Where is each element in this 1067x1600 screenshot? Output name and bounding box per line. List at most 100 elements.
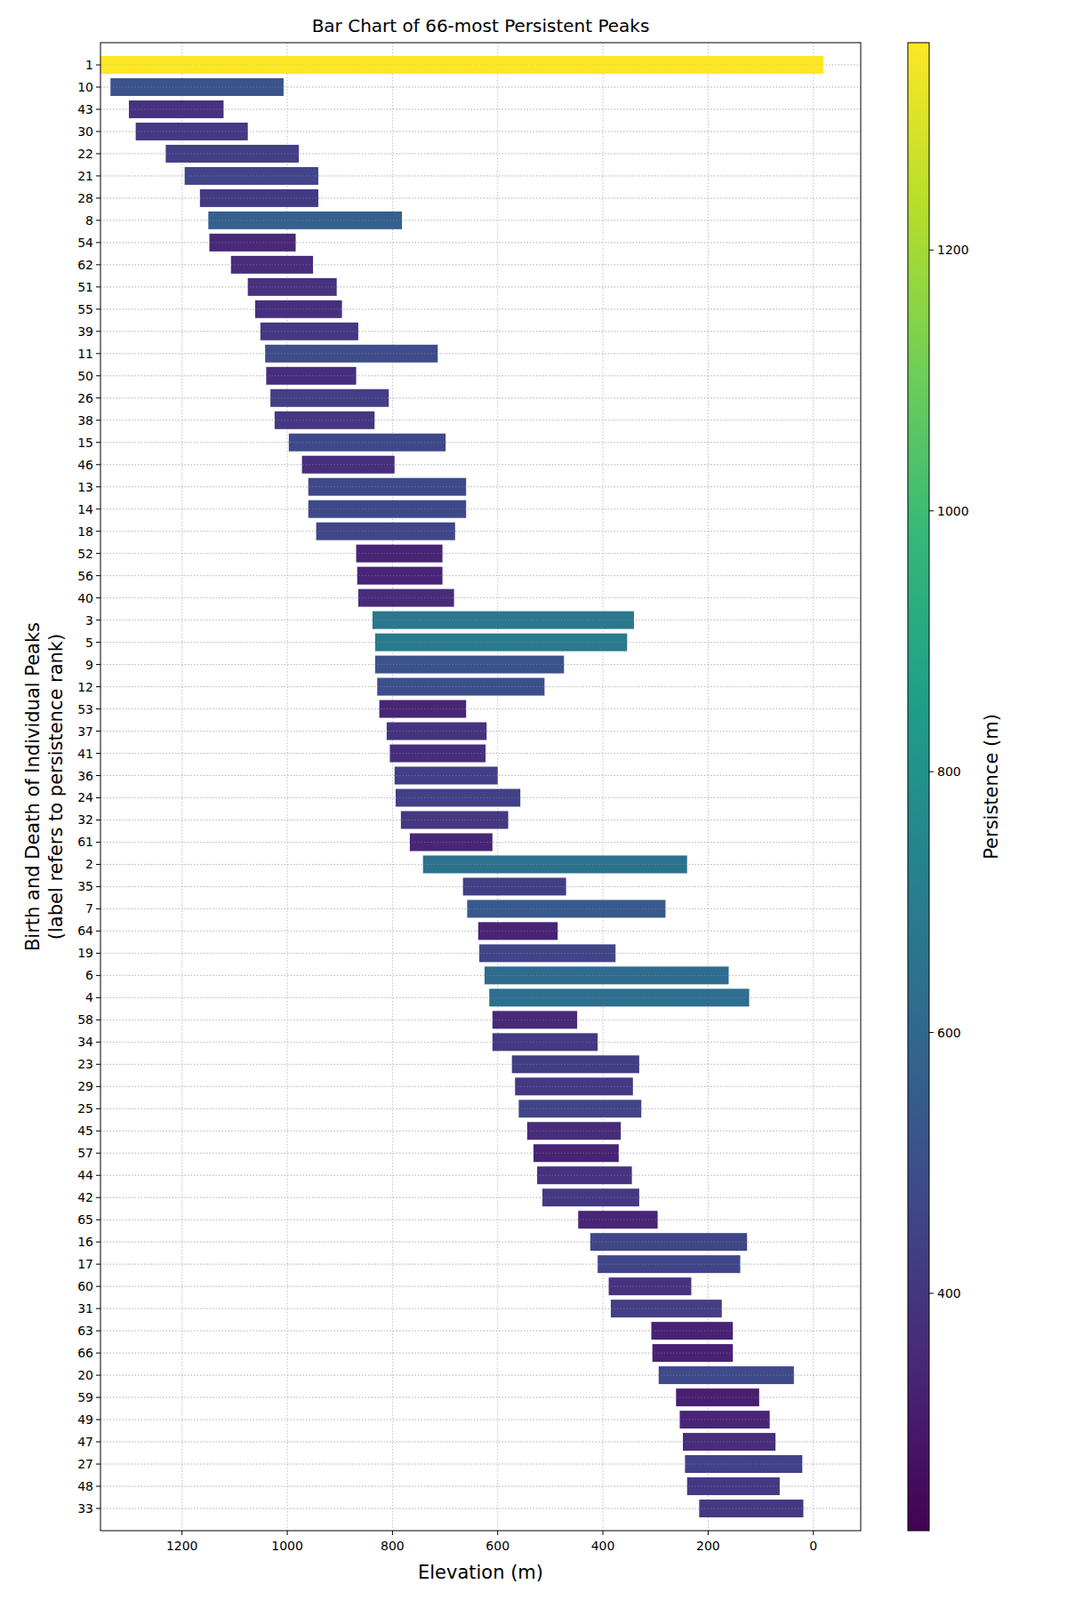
grid-line	[100, 1064, 861, 1066]
tick	[707, 1531, 709, 1536]
tick	[96, 819, 101, 821]
tick-label: 0	[809, 1539, 818, 1554]
tick-label: 50	[77, 369, 94, 384]
tick	[96, 1219, 101, 1221]
tick	[497, 1531, 498, 1536]
tick	[96, 797, 101, 799]
tick-label: 19	[77, 946, 94, 961]
grid-line	[100, 375, 861, 377]
tick	[96, 1153, 101, 1155]
tick-label: 62	[77, 257, 94, 273]
grid-line	[100, 1353, 861, 1355]
tick	[96, 86, 101, 88]
tick-label: 9	[85, 657, 94, 673]
bar	[184, 167, 319, 185]
grid-line	[100, 486, 861, 488]
tick	[96, 1442, 101, 1444]
grid-line	[100, 130, 861, 132]
tick-label: 27	[77, 1457, 94, 1472]
tick	[812, 1531, 814, 1536]
grid-line	[100, 397, 861, 399]
tick-label: 33	[77, 1501, 94, 1517]
grid-line	[100, 152, 861, 154]
grid-line	[100, 1486, 861, 1488]
tick	[96, 930, 101, 932]
tick	[96, 1175, 101, 1177]
tick	[96, 108, 101, 110]
grid-line	[100, 953, 861, 955]
grid-line	[100, 819, 861, 821]
tick	[96, 575, 101, 577]
tick-label: 29	[77, 1079, 94, 1094]
grid-line	[100, 1308, 861, 1310]
tick-label: 35	[77, 879, 94, 894]
tick	[96, 730, 101, 732]
tick	[96, 64, 101, 65]
tick-label: 42	[77, 1190, 94, 1205]
grid-line	[100, 1175, 861, 1177]
grid-line	[100, 1064, 861, 1066]
grid-line	[100, 775, 861, 777]
tick	[96, 486, 101, 488]
tick-label: 5	[85, 635, 94, 650]
tick-label: 26	[77, 391, 94, 406]
grid-line	[100, 997, 861, 999]
grid-line	[100, 308, 861, 310]
grid-line	[100, 1419, 861, 1421]
grid-line	[100, 1108, 861, 1110]
tick	[96, 397, 101, 399]
tick	[96, 375, 101, 377]
tick-label: 3	[85, 613, 94, 628]
grid-line	[100, 1375, 861, 1377]
tick-label: 1000	[937, 504, 970, 519]
grid-line	[100, 1153, 861, 1155]
tick	[96, 1353, 101, 1355]
grid-line	[100, 419, 861, 421]
tick-label: 52	[77, 546, 94, 562]
tick-label: 14	[77, 502, 94, 517]
grid-line	[100, 219, 861, 221]
tick-label: 1000	[271, 1539, 304, 1554]
tick	[929, 249, 934, 251]
tick-label: 800	[937, 764, 962, 779]
grid-line	[100, 1397, 861, 1399]
tick	[96, 619, 101, 621]
tick-label: 40	[77, 591, 94, 606]
tick	[96, 753, 101, 755]
grid-line	[392, 42, 394, 1532]
tick	[392, 1531, 394, 1536]
chart: 1200100080060040020001104330222128854625…	[0, 0, 1067, 1600]
grid-line	[100, 1353, 861, 1355]
grid	[100, 42, 861, 1532]
tick	[929, 771, 934, 773]
grid-line	[100, 330, 861, 332]
tick	[929, 510, 934, 512]
tick	[96, 1375, 101, 1377]
tick-label: 15	[77, 435, 94, 450]
grid-line	[100, 908, 861, 910]
tick	[287, 1531, 289, 1536]
bar	[377, 678, 545, 697]
grid-line	[100, 797, 861, 799]
tick-label: 1200	[166, 1539, 199, 1554]
tick-label: 16	[77, 1235, 94, 1250]
grid-line	[100, 530, 861, 532]
tick-label: 37	[77, 724, 94, 739]
grid-line	[100, 1153, 861, 1155]
grid-line	[100, 197, 861, 199]
grid-line	[100, 1197, 861, 1199]
grid-line	[100, 975, 861, 977]
grid-line	[100, 1219, 861, 1221]
tick	[96, 1131, 101, 1132]
bar	[248, 278, 337, 297]
grid-line	[100, 175, 861, 177]
tick	[96, 197, 101, 199]
tick	[96, 352, 101, 354]
tick-label: 10	[77, 80, 94, 95]
bar	[542, 1188, 640, 1207]
tick-label: 39	[77, 324, 94, 339]
tick	[96, 1397, 101, 1399]
tick-label: 7	[85, 901, 94, 916]
tick	[96, 1064, 101, 1066]
tick	[96, 1508, 101, 1510]
